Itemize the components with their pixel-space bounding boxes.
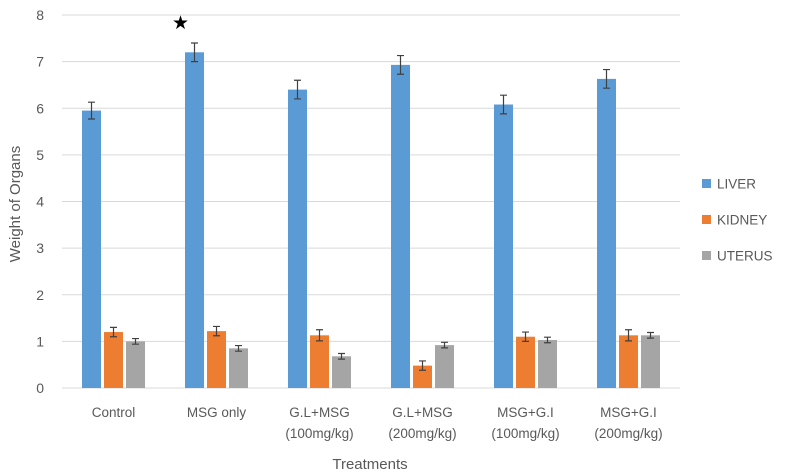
bar-kidney bbox=[310, 335, 329, 388]
error-bars bbox=[88, 42, 654, 371]
error-bar bbox=[647, 331, 654, 339]
error-bar bbox=[397, 54, 404, 75]
error-bar bbox=[500, 94, 507, 115]
x-category-label: (200mg/kg) bbox=[388, 426, 456, 441]
y-tick-label: 8 bbox=[36, 7, 44, 23]
y-tick-label: 0 bbox=[36, 380, 44, 396]
bar-kidney bbox=[104, 332, 123, 388]
error-bar bbox=[603, 68, 610, 89]
bar-liver bbox=[597, 78, 616, 388]
x-category-label: G.L+MSG bbox=[289, 405, 349, 420]
y-tick-label: 2 bbox=[36, 287, 44, 303]
y-tick-label: 6 bbox=[36, 100, 44, 116]
error-bar bbox=[625, 329, 632, 342]
bar-liver bbox=[391, 64, 410, 389]
x-category-label: Control bbox=[92, 405, 136, 420]
x-category-label: MSG+G.I bbox=[600, 405, 657, 420]
bar-kidney bbox=[413, 365, 432, 388]
y-axis-title: Weight of Organs bbox=[7, 146, 24, 262]
legend-label-liver: LIVER bbox=[717, 177, 756, 192]
bars bbox=[82, 52, 660, 389]
error-bar bbox=[213, 325, 220, 337]
legend-label-uterus: UTERUS bbox=[717, 249, 773, 264]
error-bar bbox=[544, 336, 551, 344]
bar-uterus bbox=[126, 341, 145, 388]
bar-liver bbox=[82, 110, 101, 389]
x-category-label: (200mg/kg) bbox=[594, 426, 662, 441]
significance-star: ★ bbox=[172, 12, 189, 34]
error-bar bbox=[235, 344, 242, 352]
bar-uterus bbox=[435, 345, 454, 388]
x-category-label: MSG only bbox=[187, 405, 247, 420]
error-bar bbox=[419, 360, 426, 371]
annotations: ★ bbox=[172, 12, 189, 34]
x-category-label: (100mg/kg) bbox=[491, 426, 559, 441]
error-bar bbox=[441, 341, 448, 349]
error-bar bbox=[191, 42, 198, 63]
gridlines bbox=[62, 14, 680, 389]
legend-label-kidney: KIDNEY bbox=[717, 213, 767, 228]
bar-liver bbox=[185, 52, 204, 389]
x-axis-category-labels: Control MSG only G.L+MSG (100mg/kg) G.L+MSG (… bbox=[92, 405, 663, 441]
bar-liver bbox=[494, 104, 513, 389]
y-tick-label: 5 bbox=[36, 147, 44, 163]
bar-uterus bbox=[641, 335, 660, 388]
x-category-label: (100mg/kg) bbox=[285, 426, 353, 441]
bar-uterus bbox=[332, 356, 351, 388]
bar-liver bbox=[288, 89, 307, 388]
legend: LIVER KIDNEY UTERUS bbox=[702, 177, 773, 264]
error-bar bbox=[110, 326, 117, 338]
error-bar bbox=[132, 337, 139, 345]
bar-kidney bbox=[207, 331, 226, 388]
y-tick-label: 4 bbox=[36, 194, 44, 210]
x-axis-title: Treatments bbox=[332, 456, 407, 473]
bar-kidney bbox=[619, 335, 638, 388]
legend-swatch-kidney bbox=[702, 215, 711, 224]
error-bar bbox=[316, 329, 323, 342]
y-tick-label: 1 bbox=[36, 333, 44, 349]
x-category-label: MSG+G.I bbox=[497, 405, 554, 420]
legend-swatch-liver bbox=[702, 179, 711, 188]
error-bar bbox=[88, 101, 95, 120]
bar-uterus bbox=[538, 339, 557, 388]
legend-swatch-uterus bbox=[702, 251, 711, 260]
x-category-label: G.L+MSG bbox=[392, 405, 452, 420]
error-bar bbox=[338, 352, 345, 360]
y-tick-label: 7 bbox=[36, 54, 44, 70]
y-axis-ticks: 0 1 2 3 4 5 6 7 8 bbox=[36, 7, 44, 396]
bar-kidney bbox=[516, 336, 535, 388]
error-bar bbox=[522, 331, 529, 342]
error-bar bbox=[294, 79, 301, 100]
y-tick-label: 3 bbox=[36, 240, 44, 256]
bar-uterus bbox=[229, 348, 248, 388]
